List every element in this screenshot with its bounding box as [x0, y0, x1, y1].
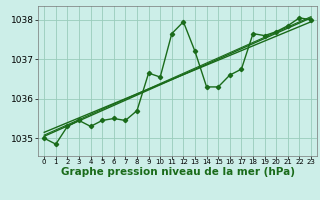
X-axis label: Graphe pression niveau de la mer (hPa): Graphe pression niveau de la mer (hPa) — [60, 167, 295, 177]
